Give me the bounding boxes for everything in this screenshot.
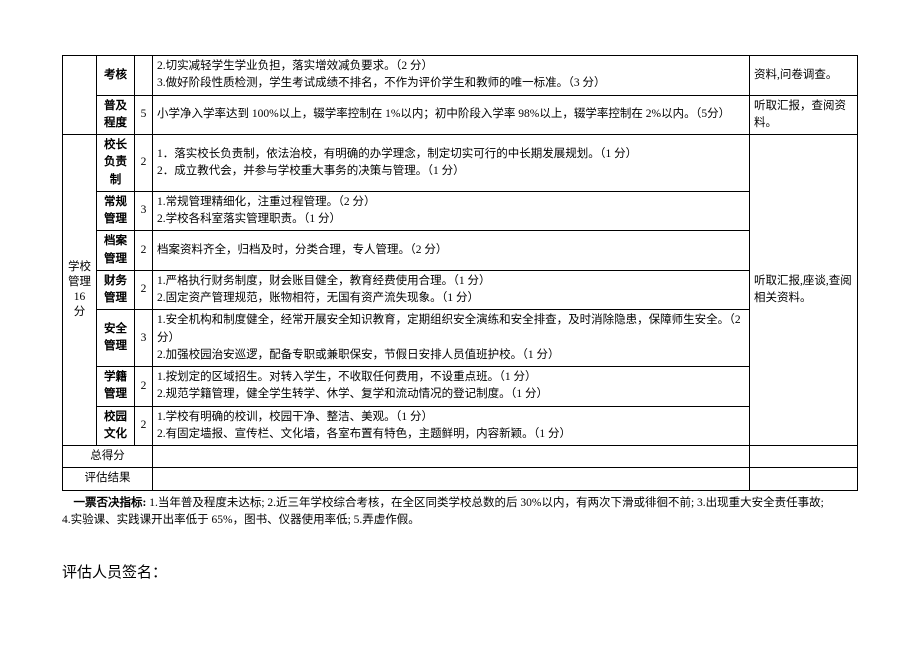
score-dangan: 2: [135, 231, 153, 271]
score-caiwu: 2: [135, 270, 153, 310]
desc-xueji: 1.按划定的区域招生。对转入学生，不收取任何费用，不设重点班。（1 分） 2.规…: [153, 367, 750, 407]
score-changgui: 3: [135, 191, 153, 231]
table-row: 常规管理 3 1.常规管理精细化，注重过程管理。（2 分） 2.学校各科室落实管…: [63, 191, 858, 231]
sub-changgui: 常规管理: [97, 191, 135, 231]
sub-xiaozhang: 校长负责制: [97, 135, 135, 192]
score-xiaoyuan: 2: [135, 406, 153, 446]
note-big: 听取汇报,座谈,查阅相关资料。: [750, 135, 858, 446]
evaluation-table: 考核 2.切实减轻学生学业负担，落实增效减负要求。（2 分） 3.做好阶段性质检…: [62, 55, 858, 491]
zongdefen-label: 总得分: [63, 446, 153, 468]
table-row: 档案管理 2 档案资料齐全，归档及时，分类合理，专人管理。（2 分）: [63, 231, 858, 271]
sub-dangan: 档案管理: [97, 231, 135, 271]
score-xiaozhang: 2: [135, 135, 153, 192]
signature-line: 评估人员签名：: [62, 561, 858, 585]
footer-label: 一票否决指标:: [74, 497, 147, 509]
sub-puji: 普及程度: [97, 95, 135, 135]
table-row: 总得分: [63, 446, 858, 468]
sub-caiwu: 财务管理: [97, 270, 135, 310]
desc-kaohe: 2.切实减轻学生学业负担，落实增效减负要求。（2 分） 3.做好阶段性质检测，学…: [153, 56, 750, 96]
sub-anquan: 安全管理: [97, 310, 135, 367]
footer-text: 1.当年普及程度未达标; 2.近三年学校综合考核，在全区同类学校总数的后 30%…: [62, 497, 824, 526]
desc-dangan: 档案资料齐全，归档及时，分类合理，专人管理。（2 分）: [153, 231, 750, 271]
note-kaohe: 资料,问卷调查。: [750, 56, 858, 96]
score-puji: 5: [135, 95, 153, 135]
desc-xiaozhang: 1．落实校长负责制，依法治校，有明确的办学理念，制定切实可行的中长期发展规划。（…: [153, 135, 750, 192]
sub-xueji: 学籍管理: [97, 367, 135, 407]
table-row: 安全管理 3 1.安全机构和制度健全，经常开展安全知识教育，定期组织安全演练和安…: [63, 310, 858, 367]
note-puji: 听取汇报，查阅资料。: [750, 95, 858, 135]
desc-anquan: 1.安全机构和制度健全，经常开展安全知识教育，定期组织安全演练和安全排查，及时消…: [153, 310, 750, 367]
desc-caiwu: 1.严格执行财务制度，财会账目健全，教育经费使用合理。（1 分） 2.固定资产管…: [153, 270, 750, 310]
table-row: 学校管理16 分 校长负责制 2 1．落实校长负责制，依法治校，有明确的办学理念…: [63, 135, 858, 192]
sub-kaohe: 考核: [97, 56, 135, 96]
desc-xiaoyuan: 1.学校有明确的校训，校园干净、整洁、美观。（1 分） 2.有固定墙报、宣传栏、…: [153, 406, 750, 446]
table-row: 校园文化 2 1.学校有明确的校训，校园干净、整洁、美观。（1 分） 2.有固定…: [63, 406, 858, 446]
sub-xiaoyuan: 校园文化: [97, 406, 135, 446]
score-anquan: 3: [135, 310, 153, 367]
pinggu-label: 评估结果: [63, 468, 153, 490]
footer-note: 一票否决指标: 1.当年普及程度未达标; 2.近三年学校综合考核，在全区同类学校…: [62, 495, 858, 530]
table-row: 普及程度 5 小学净入学率达到 100%以上，辍学率控制在 1%以内；初中阶段入…: [63, 95, 858, 135]
desc-puji: 小学净入学率达到 100%以上，辍学率控制在 1%以内；初中阶段入学率 98%以…: [153, 95, 750, 135]
table-row: 财务管理 2 1.严格执行财务制度，财会账目健全，教育经费使用合理。（1 分） …: [63, 270, 858, 310]
desc-changgui: 1.常规管理精细化，注重过程管理。（2 分） 2.学校各科室落实管理职责。（1 …: [153, 191, 750, 231]
table-row: 学籍管理 2 1.按划定的区域招生。对转入学生，不收取任何费用，不设重点班。（1…: [63, 367, 858, 407]
table-row: 考核 2.切实减轻学生学业负担，落实增效减负要求。（2 分） 3.做好阶段性质检…: [63, 56, 858, 96]
table-row: 评估结果: [63, 468, 858, 490]
score-xueji: 2: [135, 367, 153, 407]
category-label: 学校管理16 分: [63, 135, 97, 446]
